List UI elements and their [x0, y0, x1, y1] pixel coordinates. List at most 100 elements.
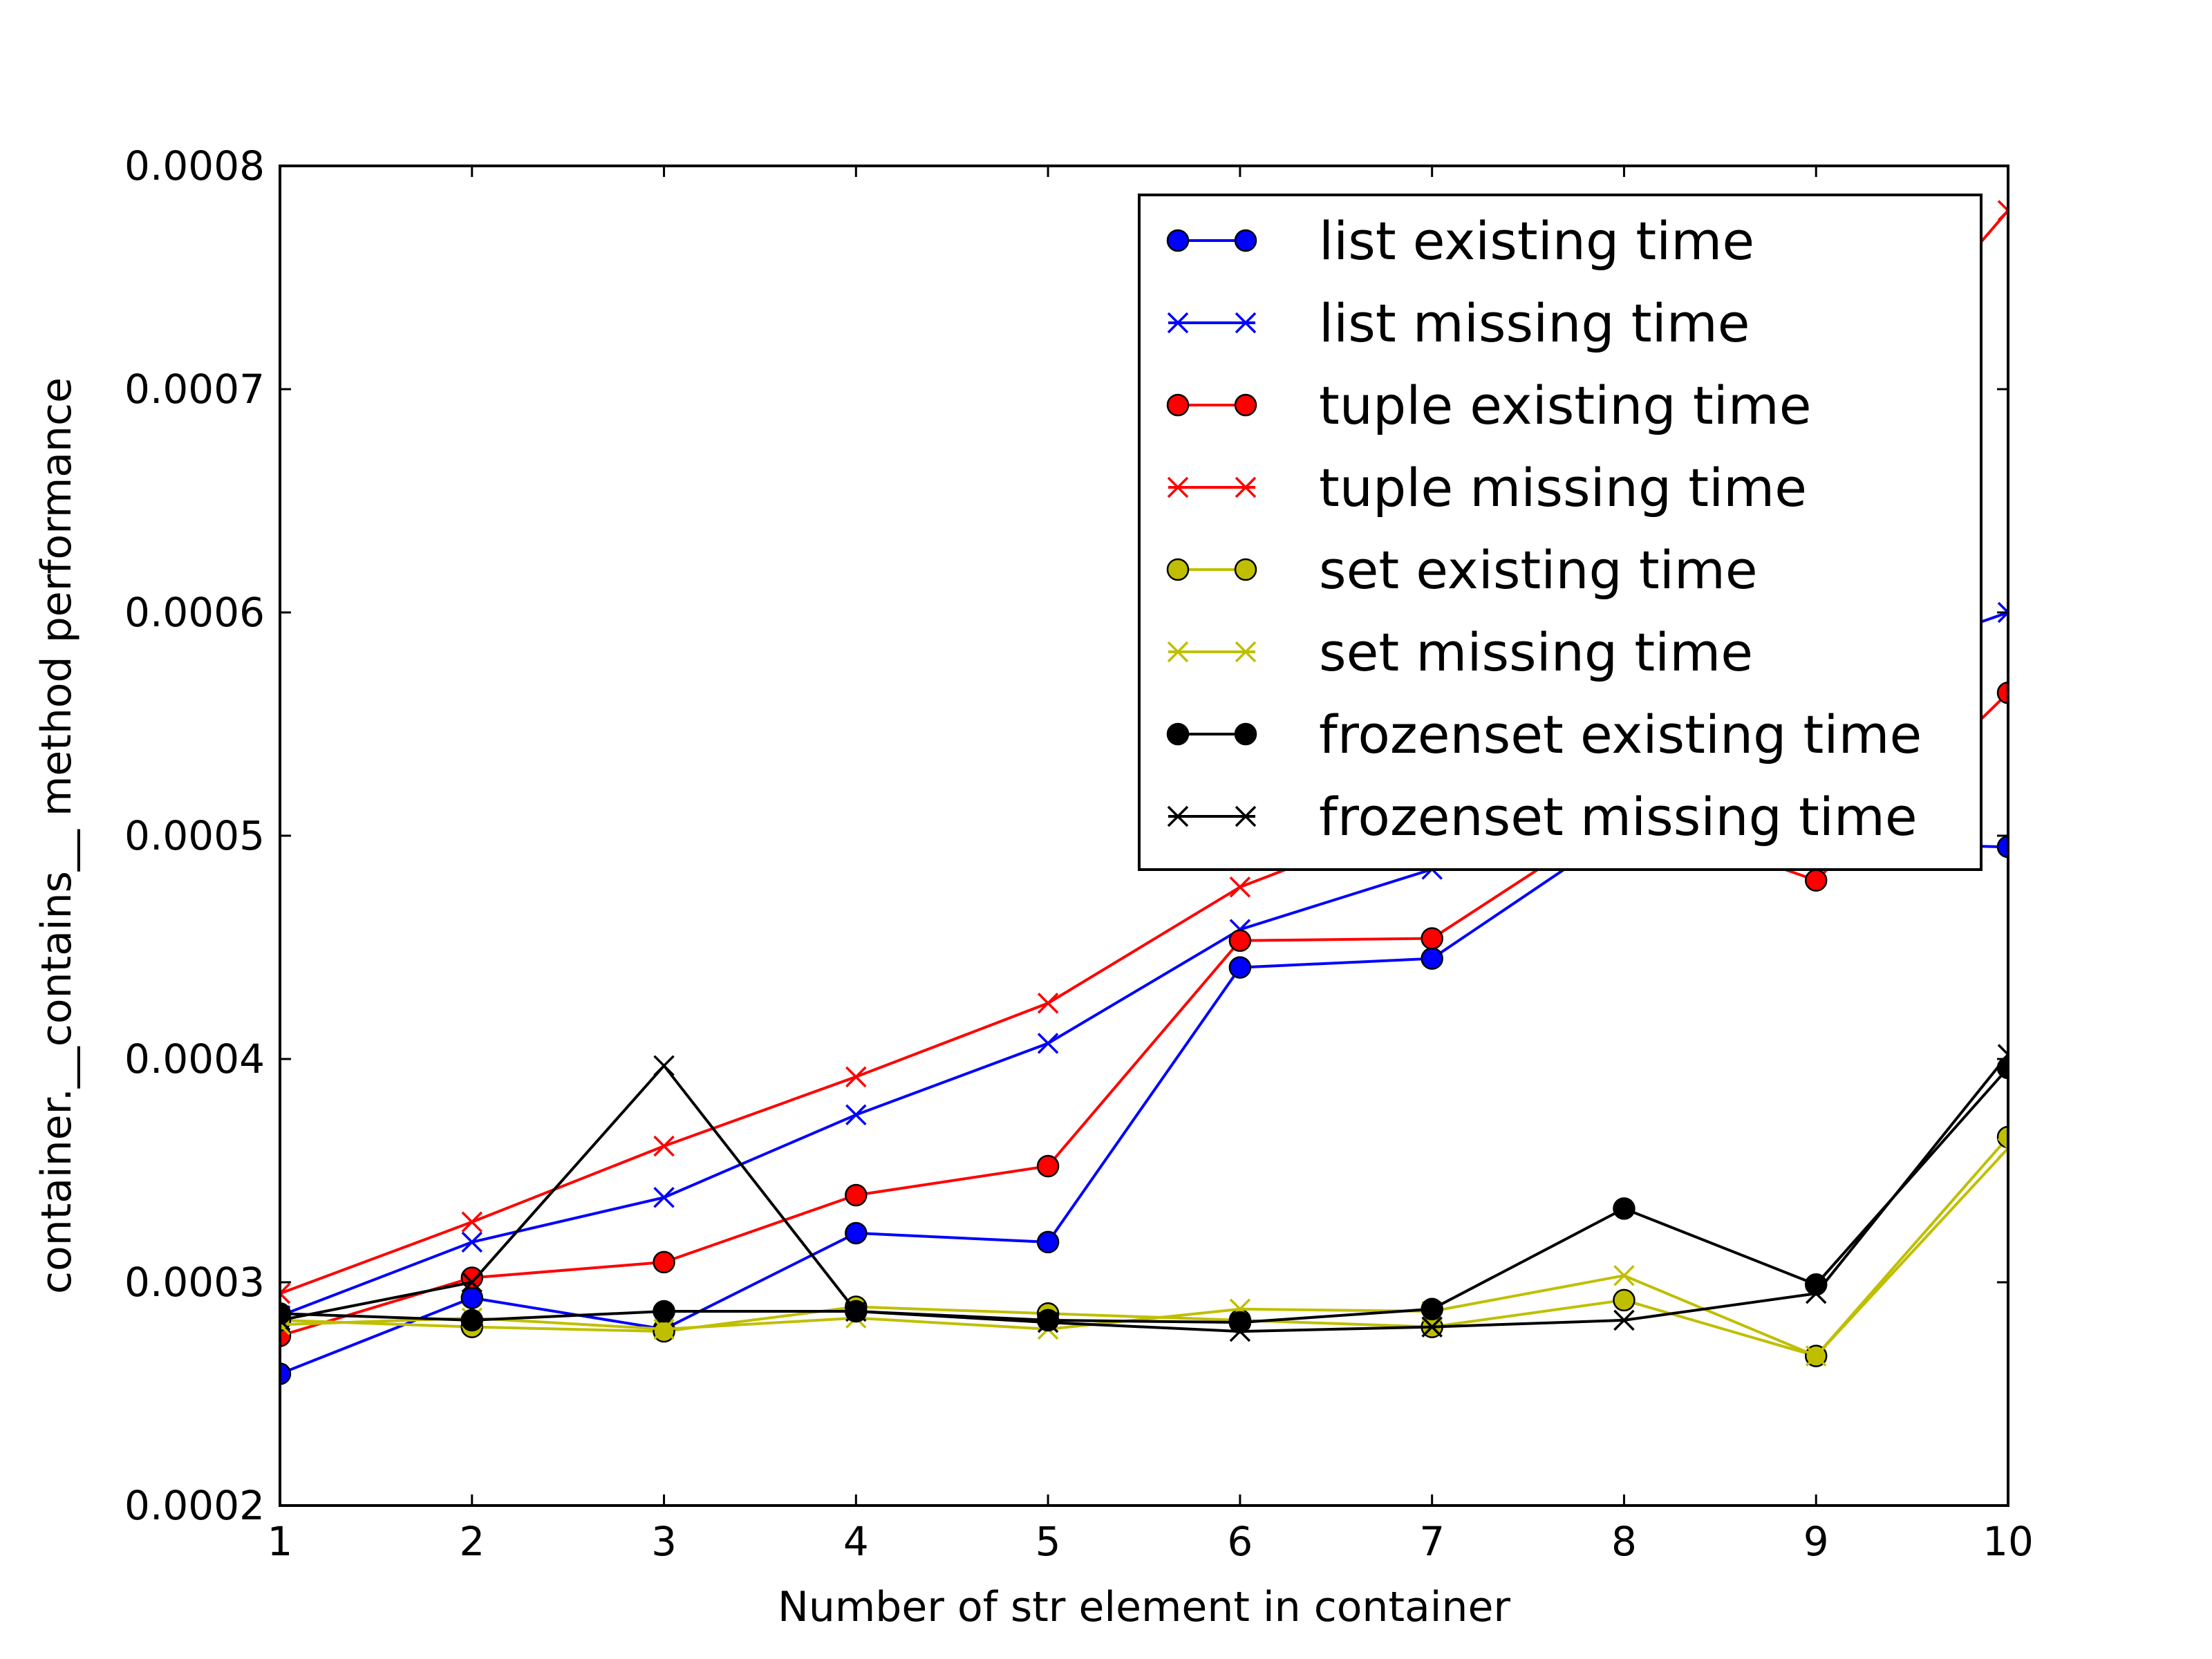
- legend: list existing time list missing time tuple…: [1138, 194, 1983, 871]
- legend-marker-frozenset-existing-time: [1234, 722, 1257, 746]
- y-tick-label: 0.0005: [124, 812, 265, 859]
- data-point-tuple-missing-time: [461, 1211, 483, 1233]
- legend-marker-set-missing-time: [1235, 641, 1257, 663]
- legend-label-list-existing-time: list existing time: [1319, 210, 1754, 272]
- ticks-layer: 1 2 3 4 5 6 7 8 9 10 0.0002 0.0003 0.0004 0.0005 0.000…: [124, 142, 2034, 1565]
- x-axis-label: Number of str element in container: [778, 1583, 1510, 1631]
- legend-marker-frozenset-missing-time: [1167, 805, 1189, 827]
- series-line-list-existing-time: [280, 827, 2008, 1376]
- x-tick-label: 4: [843, 1518, 869, 1565]
- y-tick-label: 0.0008: [124, 142, 265, 189]
- x-tick-label: 5: [1035, 1518, 1061, 1565]
- data-point-tuple-existing-time: [1996, 682, 2008, 704]
- y-tick-label: 0.0006: [124, 589, 265, 636]
- y-tick-label: 0.0003: [124, 1259, 265, 1306]
- legend-marker-tuple-existing-time: [1234, 393, 1257, 417]
- legend-item-set-existing-time: set existing time: [1166, 539, 1758, 601]
- data-point-tuple-missing-time: [1037, 993, 1059, 1014]
- data-point-tuple-existing-time: [845, 1183, 868, 1207]
- data-point-tuple-missing-time: [1229, 877, 1251, 898]
- data-point-list-existing-time: [1228, 956, 1252, 979]
- legend-item-list-existing-time: list existing time: [1166, 210, 1754, 272]
- x-tick-label: 10: [1983, 1518, 2034, 1565]
- data-point-frozenset-existing-time: [653, 1300, 675, 1323]
- data-point-frozenset-missing-time: [461, 1271, 483, 1293]
- data-point-list-missing-time: [845, 1104, 867, 1125]
- x-tick-label: 9: [1803, 1518, 1829, 1565]
- legend-marker-set-missing-time: [1167, 641, 1189, 663]
- legend-label-set-missing-time: set missing time: [1319, 621, 1753, 683]
- legend-item-tuple-existing-time: tuple existing time: [1166, 375, 1812, 436]
- data-point-list-existing-time: [280, 1362, 292, 1385]
- series-line-frozenset-existing-time: [280, 1067, 2008, 1324]
- data-point-set-missing-time: [653, 1318, 675, 1340]
- data-point-set-missing-time: [1613, 1265, 1635, 1286]
- legend-item-frozenset-existing-time: frozenset existing time: [1166, 704, 1922, 765]
- legend-box: [1138, 194, 1983, 871]
- x-tick-label: 8: [1611, 1518, 1637, 1565]
- data-point-tuple-missing-time: [653, 1135, 675, 1157]
- legend-marker-list-missing-time: [1167, 312, 1189, 334]
- data-point-list-existing-time: [845, 1221, 868, 1245]
- data-point-list-missing-time: [653, 1187, 675, 1208]
- legend-label-frozenset-missing-time: frozenset missing time: [1319, 786, 1918, 847]
- data-point-tuple-existing-time: [1421, 927, 1443, 950]
- data-point-frozenset-existing-time: [1613, 1197, 1635, 1220]
- legend-marker-frozenset-missing-time: [1235, 805, 1257, 827]
- series-line-set-existing-time: [280, 1136, 2008, 1358]
- legend-label-set-existing-time: set existing time: [1319, 539, 1758, 601]
- data-point-list-existing-time: [1996, 835, 2008, 859]
- x-tick-label: 6: [1227, 1518, 1253, 1565]
- data-point-frozenset-missing-time: [653, 1055, 675, 1076]
- legend-label-list-missing-time: list missing time: [1319, 292, 1750, 354]
- legend-marker-frozenset-existing-time: [1166, 722, 1190, 746]
- data-point-frozenset-missing-time: [280, 1309, 291, 1331]
- data-point-frozenset-missing-time: [1037, 1311, 1059, 1333]
- legend-label-frozenset-existing-time: frozenset existing time: [1319, 704, 1922, 765]
- data-point-set-missing-time: [1997, 1137, 2008, 1159]
- legend-marker-list-existing-time: [1166, 229, 1190, 252]
- x-tick-label: 2: [459, 1518, 485, 1565]
- data-point-frozenset-missing-time: [1997, 1044, 2008, 1065]
- series-set-missing-time: [280, 1137, 2008, 1367]
- data-point-set-existing-time: [1996, 1125, 2008, 1149]
- data-point-tuple-existing-time: [1804, 869, 1828, 892]
- data-point-tuple-missing-time: [1997, 200, 2008, 221]
- legend-marker-tuple-existing-time: [1166, 393, 1190, 417]
- legend-label-tuple-missing-time: tuple missing time: [1319, 457, 1807, 518]
- y-tick-label: 0.0002: [124, 1482, 265, 1529]
- series-list-existing-time: [280, 818, 2008, 1385]
- x-tick-label: 7: [1419, 1518, 1445, 1565]
- data-point-frozenset-existing-time: [1421, 1297, 1443, 1321]
- data-point-tuple-missing-time: [845, 1066, 867, 1088]
- data-point-frozenset-missing-time: [1613, 1309, 1635, 1331]
- legend-marker-tuple-missing-time: [1167, 476, 1189, 498]
- data-point-list-missing-time: [1997, 601, 2008, 624]
- series-layer: [280, 200, 2008, 1385]
- data-point-frozenset-missing-time: [845, 1300, 867, 1322]
- data-point-list-existing-time: [1036, 1230, 1060, 1254]
- data-point-tuple-existing-time: [1036, 1154, 1060, 1178]
- series-line-set-missing-time: [280, 1147, 2008, 1358]
- y-axis-label: container.__contains__ method performanc…: [32, 377, 81, 1294]
- data-point-tuple-missing-time: [280, 1282, 291, 1304]
- data-point-frozenset-existing-time: [1036, 1309, 1060, 1332]
- legend-marker-list-existing-time: [1234, 229, 1257, 252]
- data-point-set-missing-time: [1805, 1345, 1827, 1367]
- series-line-frozenset-missing-time: [280, 1053, 2008, 1333]
- data-point-frozenset-missing-time: [1805, 1282, 1827, 1304]
- data-point-list-missing-time: [461, 1231, 483, 1253]
- legend-label-tuple-existing-time: tuple existing time: [1319, 375, 1812, 436]
- x-tick-label: 3: [651, 1518, 677, 1565]
- legend-marker-set-existing-time: [1166, 558, 1190, 581]
- legend-item-set-missing-time: set missing time: [1167, 621, 1753, 683]
- legend-item-frozenset-missing-time: frozenset missing time: [1167, 786, 1918, 847]
- x-tick-label: 1: [268, 1518, 293, 1565]
- y-tick-label: 0.0007: [124, 366, 265, 413]
- data-point-set-existing-time: [1613, 1288, 1635, 1312]
- data-point-tuple-existing-time: [653, 1250, 675, 1274]
- data-point-list-missing-time: [1037, 1033, 1059, 1054]
- legend-item-tuple-missing-time: tuple missing time: [1167, 457, 1807, 518]
- data-point-frozenset-missing-time: [1421, 1316, 1443, 1338]
